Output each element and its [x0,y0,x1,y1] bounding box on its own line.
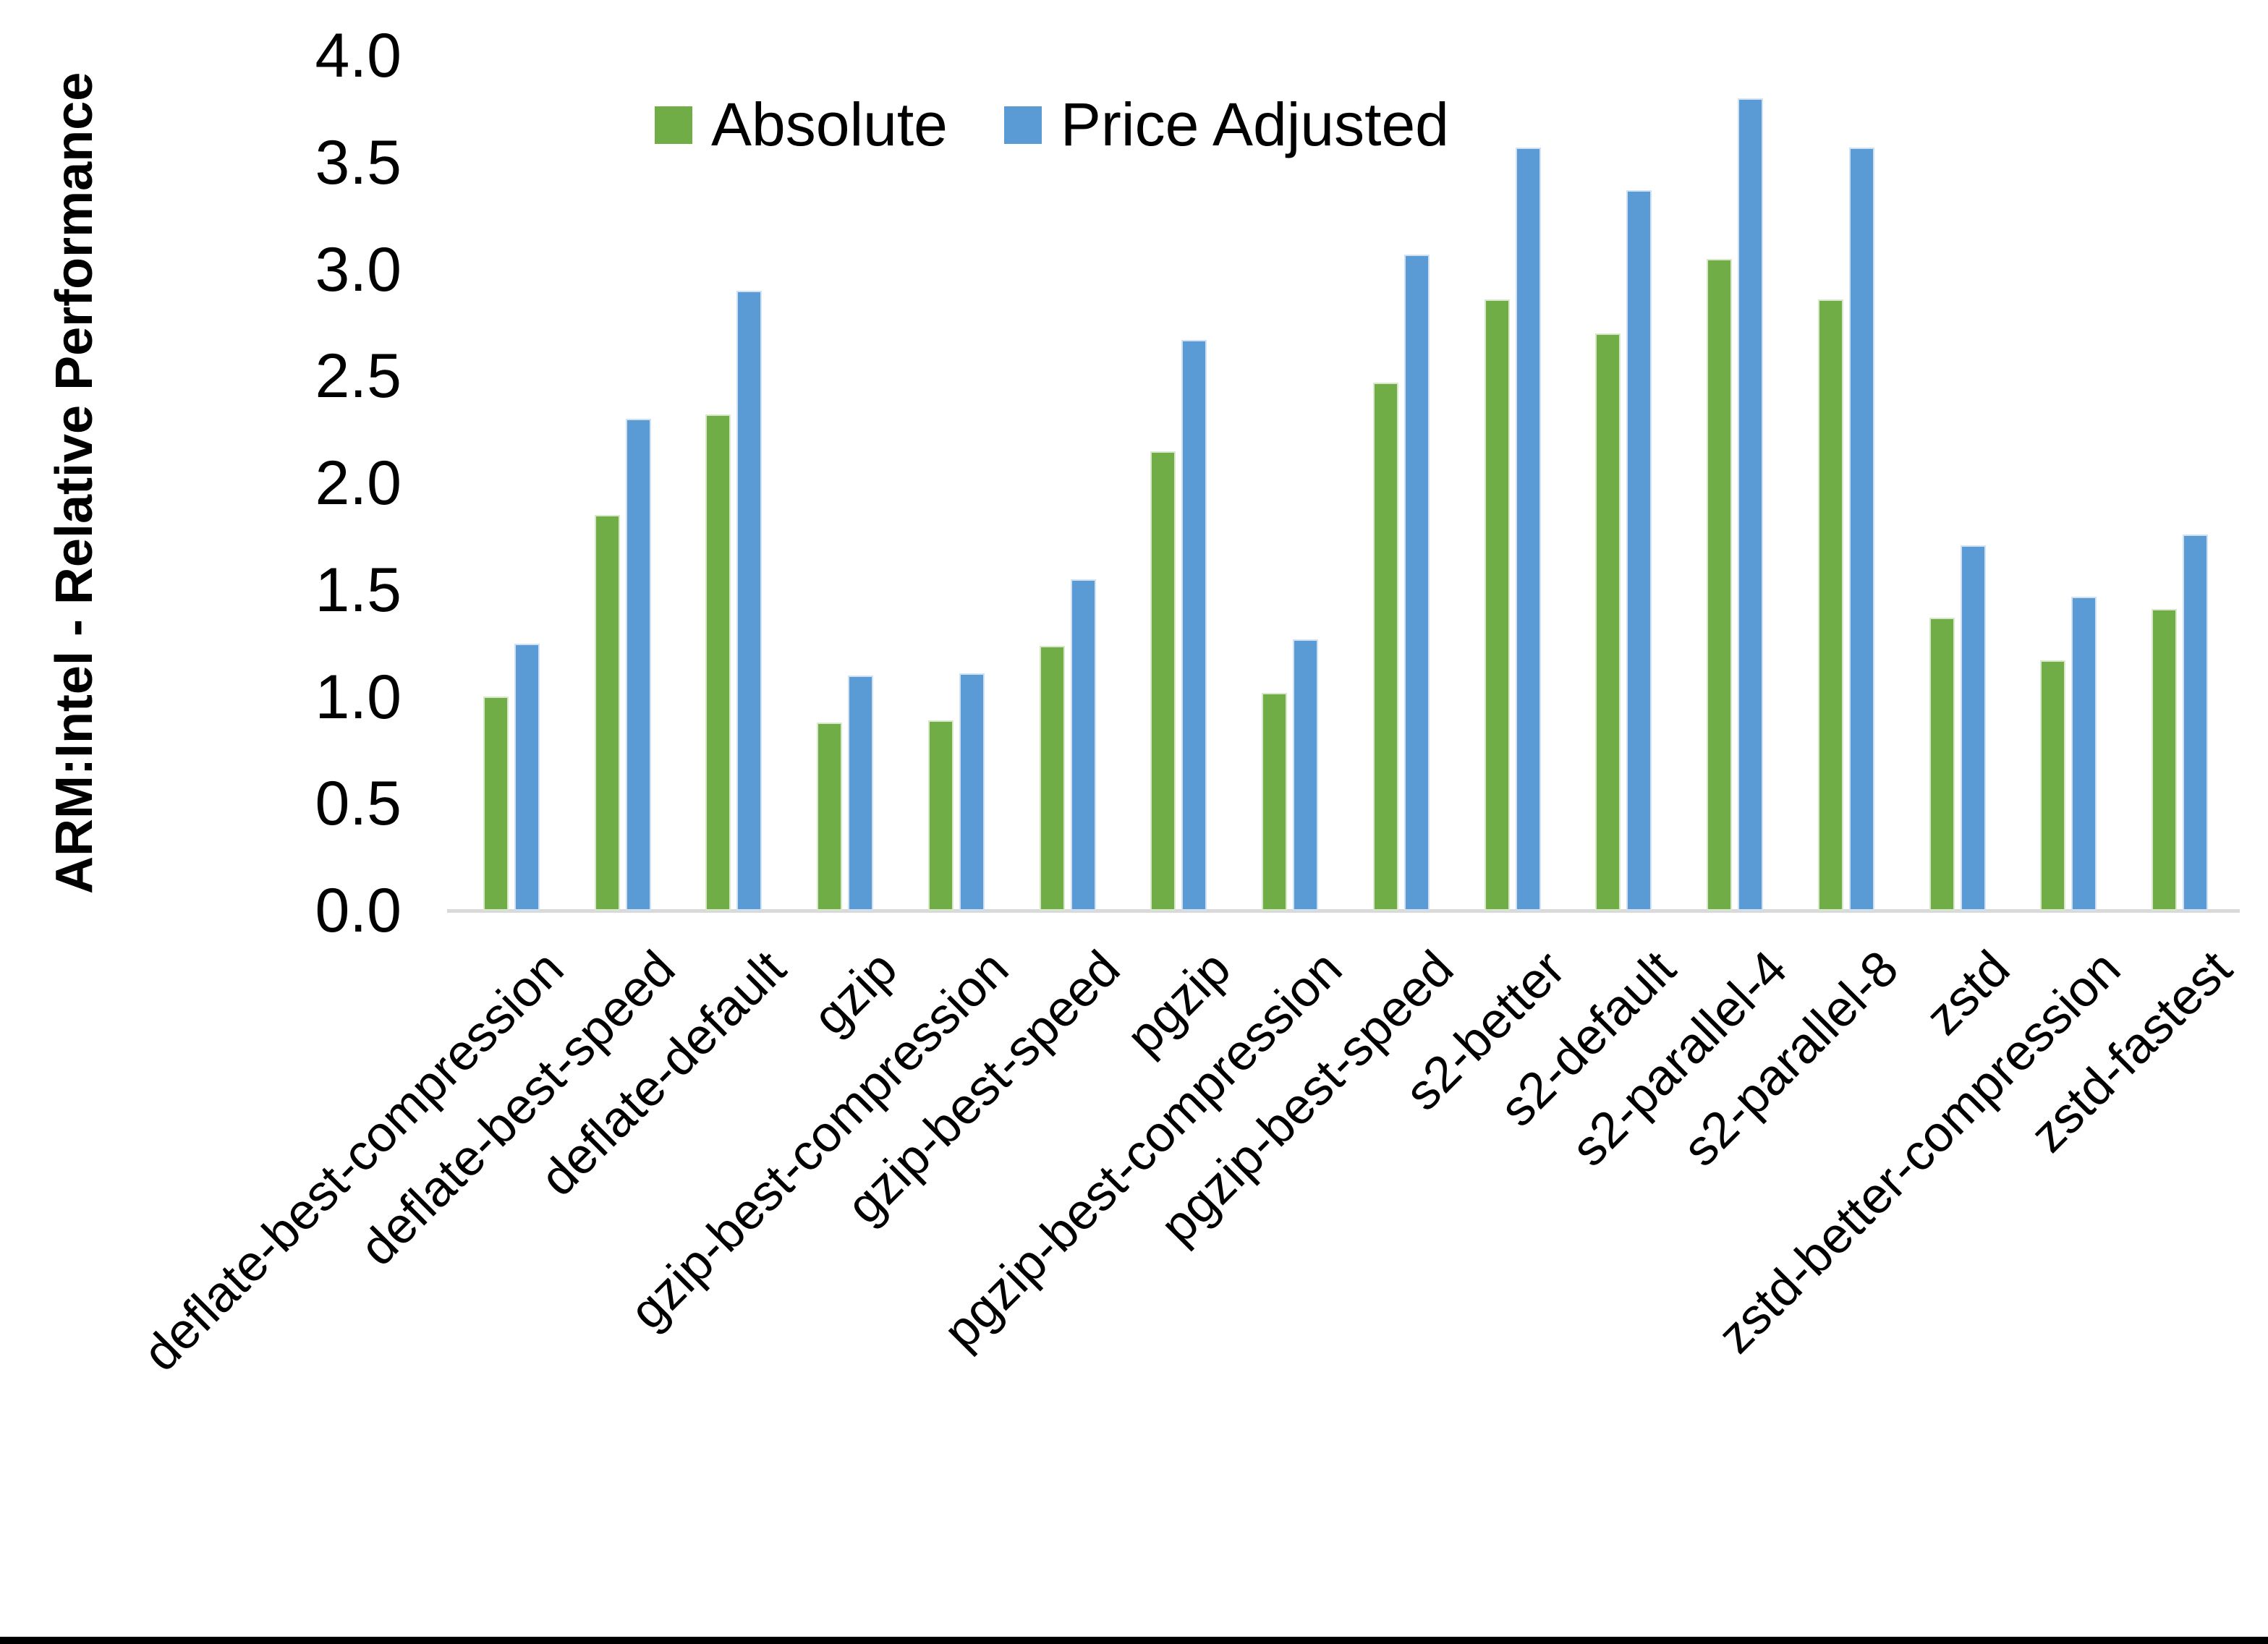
legend-label-absolute: Absolute [711,90,948,158]
bar-price-adjusted-s2-parallel-8 [1849,148,1874,911]
y-tick-label-2.5: 2.5 [315,341,402,411]
bar-absolute-s2-default [1595,333,1621,911]
bar-absolute-deflate-best-speed [595,515,620,911]
legend-item-absolute: Absolute [655,90,948,160]
y-tick-label-3.0: 3.0 [315,235,402,304]
bar-absolute-s2-parallel-4 [1707,259,1732,911]
bar-absolute-deflate-default [705,414,731,911]
x-axis-baseline [447,909,2240,913]
legend-swatch-absolute [655,106,692,144]
bar-absolute-pgzip-best-speed [1373,383,1398,911]
y-tick-label-0.5: 0.5 [315,769,402,838]
bar-price-adjusted-gzip-best-compression [959,673,985,911]
bar-price-adjusted-pgzip [1181,340,1207,911]
bar-absolute-zstd-fastest [2152,609,2177,911]
bar-price-adjusted-zstd-fastest [2183,534,2208,911]
y-tick-label-1.5: 1.5 [315,555,402,625]
y-axis-title: ARM:Intel - Relative Performance [46,72,103,895]
bar-price-adjusted-s2-parallel-4 [1738,98,1763,911]
bar-absolute-gzip-best-speed [1040,646,1065,911]
legend-label-price-adjusted: Price Adjusted [1060,90,1449,158]
bar-absolute-deflate-best-compression [483,697,509,911]
y-tick-label-1.0: 1.0 [315,663,402,732]
bar-absolute-pgzip-best-compression [1262,693,1287,911]
bar-absolute-gzip-best-compression [928,720,954,911]
bar-absolute-zstd-better-compression [2040,660,2065,911]
y-tick-label-4.0: 4.0 [315,21,402,90]
bar-absolute-pgzip [1150,451,1176,911]
bar-absolute-s2-better [1485,299,1510,911]
legend-item-price-adjusted: Price Adjusted [1003,90,1449,160]
bar-price-adjusted-deflate-best-speed [626,419,651,911]
bar-price-adjusted-deflate-default [736,291,762,911]
bar-price-adjusted-zstd [1961,545,1986,911]
bar-price-adjusted-gzip [848,676,873,911]
bottom-border [0,1637,2268,1644]
bar-price-adjusted-s2-better [1516,148,1541,911]
bar-price-adjusted-zstd-better-compression [2071,597,2097,911]
bar-price-adjusted-pgzip-best-speed [1404,255,1430,911]
y-tick-label-2.0: 2.0 [315,448,402,518]
bar-price-adjusted-pgzip-best-compression [1293,639,1318,911]
legend-swatch-price-adjusted [1003,106,1042,144]
y-tick-label-0.0: 0.0 [315,876,402,945]
bar-price-adjusted-gzip-best-speed [1071,579,1096,911]
bar-absolute-gzip [817,723,842,911]
bar-price-adjusted-s2-default [1626,190,1652,911]
bar-absolute-zstd [1929,618,1955,911]
bar-absolute-s2-parallel-8 [1818,299,1843,911]
y-tick-label-3.5: 3.5 [315,128,402,197]
legend: Absolute Price Adjusted [655,90,1449,160]
plot-area [447,56,2240,913]
bar-price-adjusted-deflate-best-compression [514,644,540,911]
